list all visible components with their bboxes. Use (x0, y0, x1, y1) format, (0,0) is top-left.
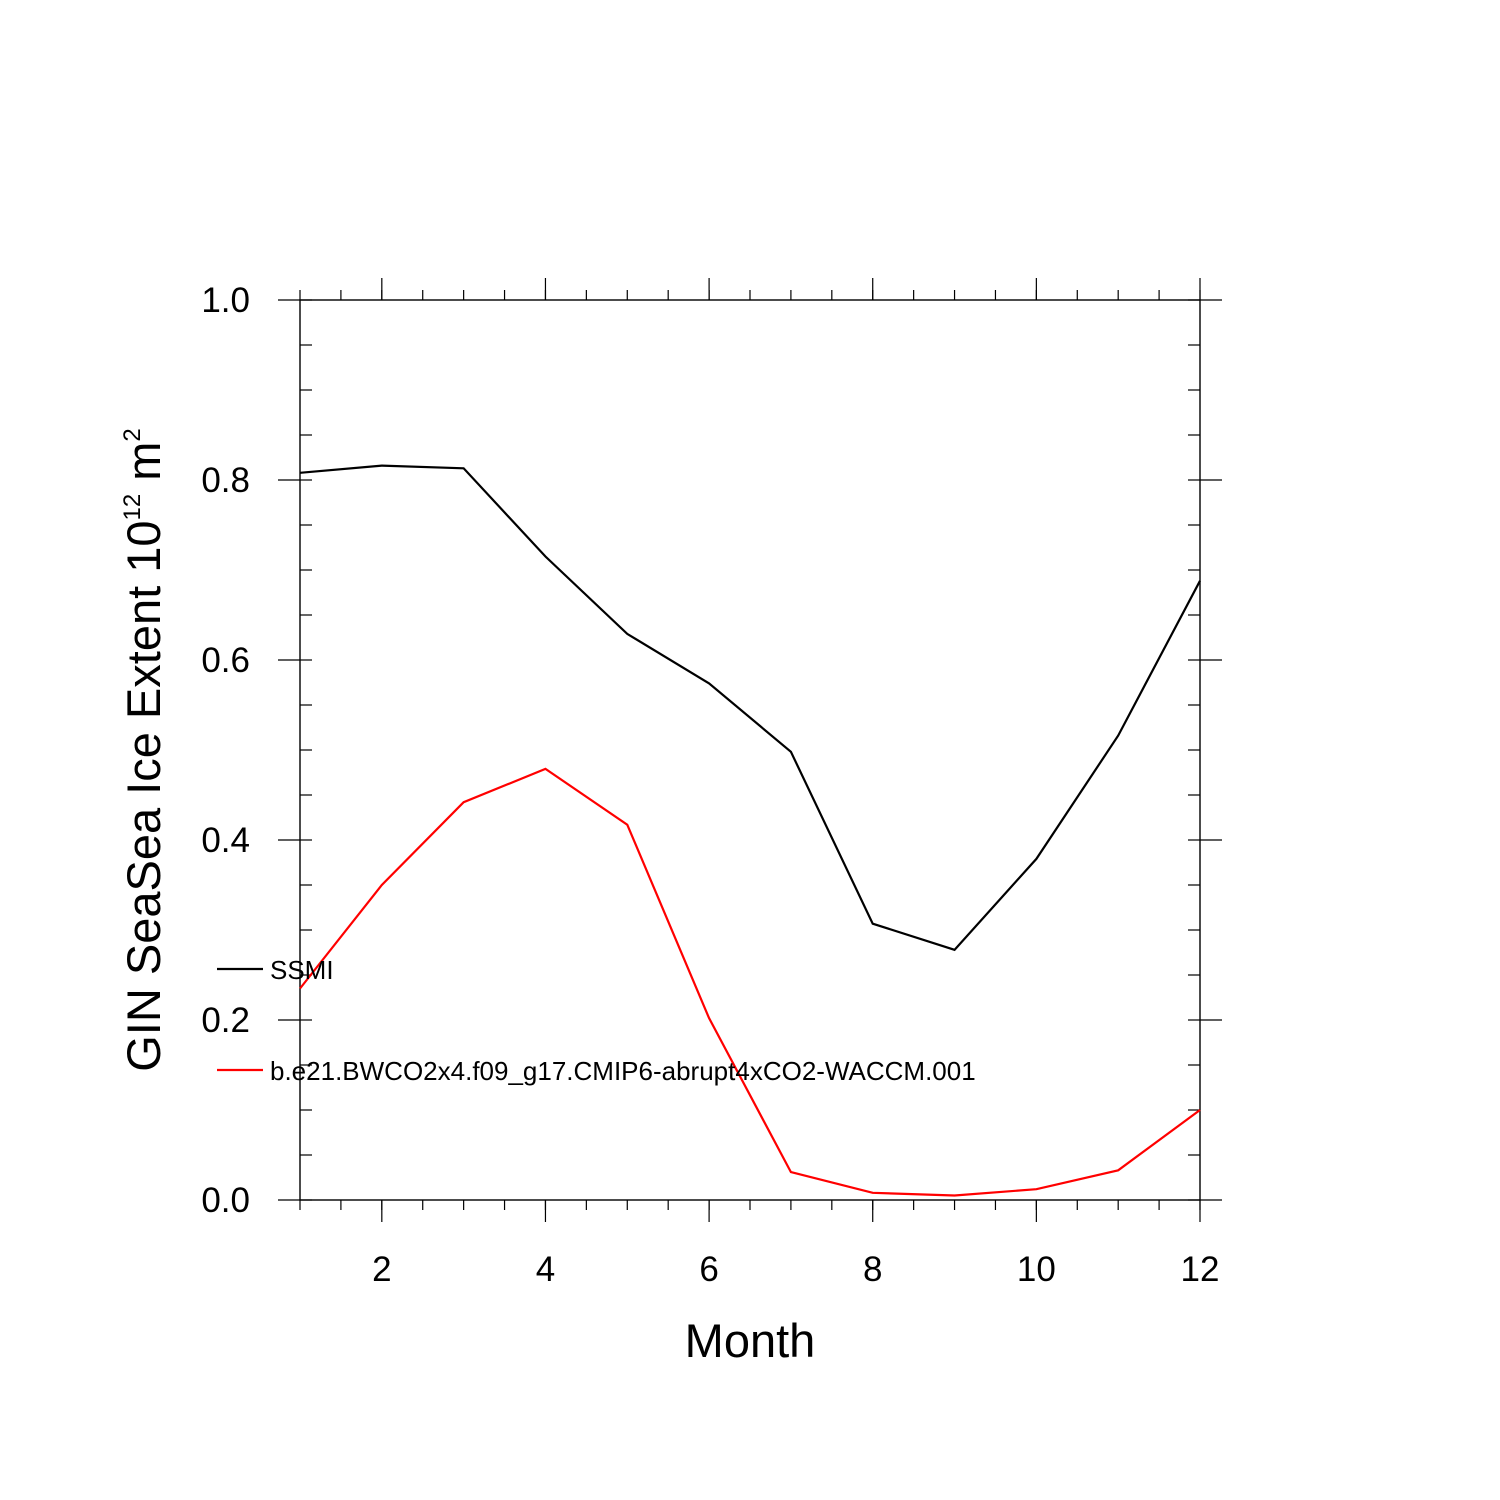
y-axis-title-exponent: 12 (119, 494, 146, 521)
x-tick-label: 10 (1017, 1250, 1056, 1289)
x-tick-labels: 2 4 6 8 10 12 (372, 1250, 1219, 1289)
y-axis-title-unit-exponent: 2 (119, 428, 146, 441)
y-tick-labels: 0.0 0.2 0.4 0.6 0.8 1.0 (201, 281, 250, 1220)
y-axis-title: GIN SeaSea Ice Extent 1012 m2 (117, 428, 170, 1072)
y-tick-label: 0.8 (201, 461, 250, 500)
y-tick-label: 0.6 (201, 641, 250, 680)
x-tick-label: 4 (536, 1250, 555, 1289)
x-tick-label: 12 (1181, 1250, 1220, 1289)
legend: SSMI b.e21.BWCO2x4.f09_g17.CMIP6-abrupt4x… (217, 955, 976, 1086)
y-tick-label: 0.2 (201, 1001, 250, 1040)
x-tick-label: 2 (372, 1250, 391, 1289)
y-tick-label: 0.4 (201, 821, 250, 860)
x-tick-label: 8 (863, 1250, 882, 1289)
major-ticks (278, 278, 1222, 1222)
plot-frame (299, 299, 1201, 1201)
series-line-1 (299, 767, 1201, 1197)
y-axis-title-text: GIN SeaSea Ice Extent 10 (117, 521, 170, 1072)
y-axis-title-unit: m (117, 442, 170, 494)
x-axis-title: Month (685, 1314, 816, 1367)
y-tick-label: 0.0 (201, 1181, 250, 1220)
x-tick-label: 6 (699, 1250, 718, 1289)
y-tick-label: 1.0 (201, 281, 250, 320)
series-layer (299, 464, 1201, 1197)
series-line-0 (299, 464, 1201, 952)
legend-label: SSMI (270, 955, 334, 985)
legend-label: b.e21.BWCO2x4.f09_g17.CMIP6-abrupt4xCO2-… (270, 1056, 976, 1086)
